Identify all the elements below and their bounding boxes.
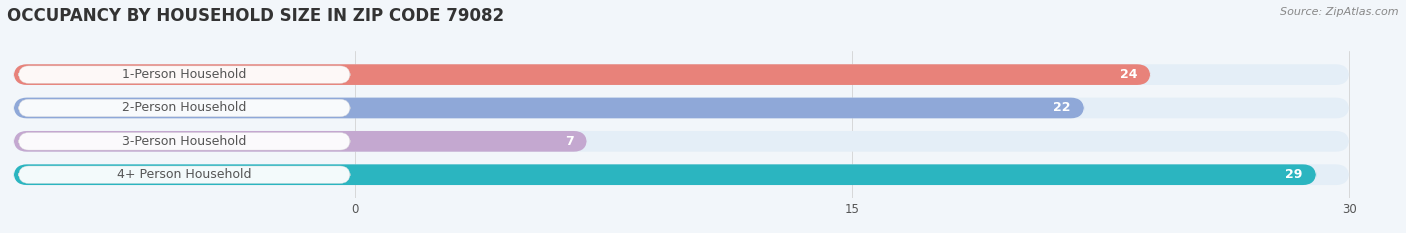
Text: 2-Person Household: 2-Person Household	[122, 102, 246, 114]
FancyBboxPatch shape	[14, 164, 1316, 185]
FancyBboxPatch shape	[18, 99, 350, 117]
Text: 3-Person Household: 3-Person Household	[122, 135, 246, 148]
Text: 29: 29	[1285, 168, 1303, 181]
Text: 4+ Person Household: 4+ Person Household	[117, 168, 252, 181]
FancyBboxPatch shape	[14, 98, 1350, 118]
FancyBboxPatch shape	[18, 66, 350, 83]
Text: OCCUPANCY BY HOUSEHOLD SIZE IN ZIP CODE 79082: OCCUPANCY BY HOUSEHOLD SIZE IN ZIP CODE …	[7, 7, 505, 25]
Text: 1-Person Household: 1-Person Household	[122, 68, 246, 81]
FancyBboxPatch shape	[14, 64, 1350, 85]
FancyBboxPatch shape	[18, 133, 350, 150]
FancyBboxPatch shape	[14, 98, 1084, 118]
Text: 7: 7	[565, 135, 574, 148]
FancyBboxPatch shape	[14, 64, 1150, 85]
FancyBboxPatch shape	[14, 164, 1350, 185]
Text: Source: ZipAtlas.com: Source: ZipAtlas.com	[1281, 7, 1399, 17]
Text: 22: 22	[1053, 102, 1071, 114]
FancyBboxPatch shape	[14, 131, 1350, 152]
Text: 24: 24	[1119, 68, 1137, 81]
FancyBboxPatch shape	[18, 166, 350, 183]
FancyBboxPatch shape	[14, 131, 588, 152]
